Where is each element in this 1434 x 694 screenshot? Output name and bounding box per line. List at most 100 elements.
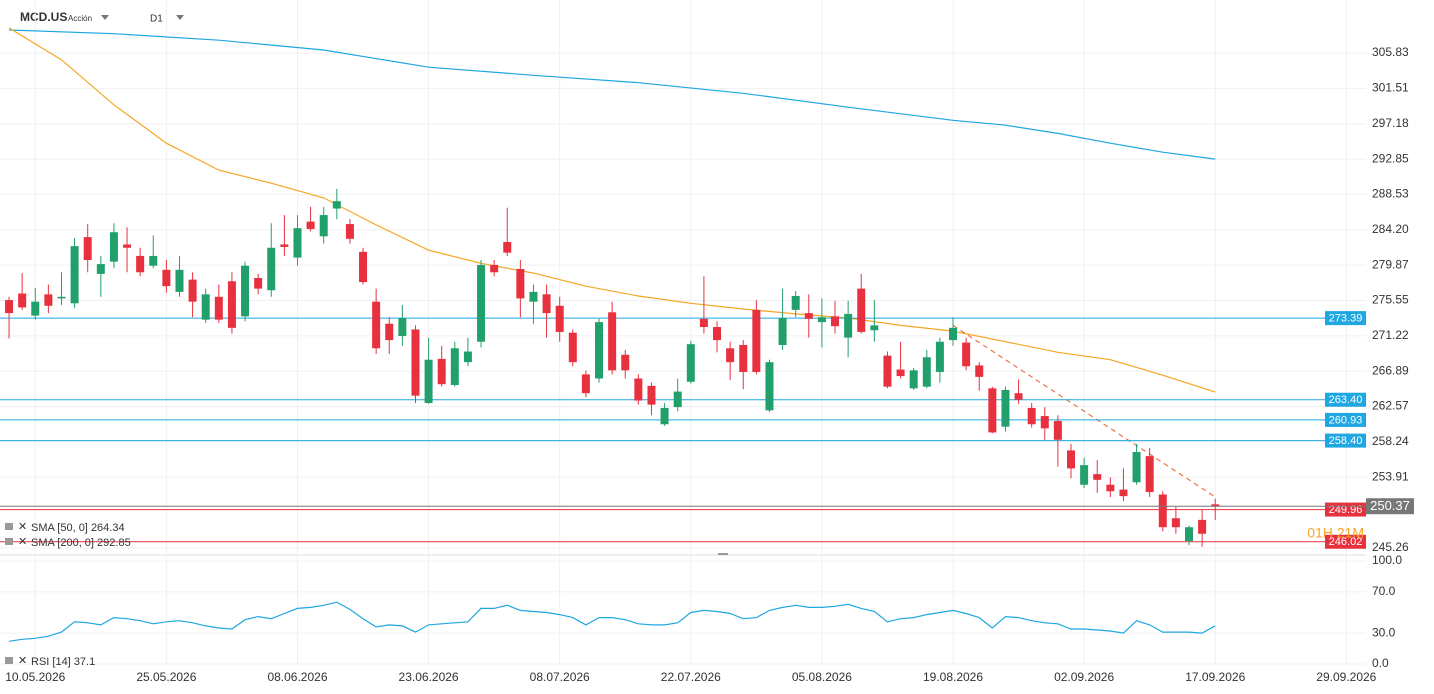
y-tick-label: 292.85 bbox=[1372, 151, 1409, 165]
y-tick-label: 253.91 bbox=[1372, 469, 1409, 483]
candle-body bbox=[385, 323, 394, 341]
legend-icon[interactable] bbox=[5, 538, 13, 545]
y-tick-label: 297.18 bbox=[1372, 116, 1409, 130]
x-tick-label: 05.08.2026 bbox=[792, 670, 852, 684]
candle-body bbox=[1001, 389, 1010, 427]
candle-body bbox=[175, 269, 184, 292]
candle-body bbox=[319, 215, 328, 237]
candle-body bbox=[5, 300, 14, 314]
legend-close[interactable]: ✕ bbox=[18, 655, 27, 667]
level-label: 246.02 bbox=[1329, 536, 1363, 548]
candle-body bbox=[1027, 407, 1036, 425]
y-tick-label: 266.89 bbox=[1372, 363, 1409, 377]
candle-body bbox=[896, 369, 905, 377]
x-tick-label: 22.07.2026 bbox=[661, 670, 721, 684]
candle-body bbox=[503, 242, 512, 253]
candle-body bbox=[1053, 420, 1062, 440]
candle-body bbox=[1171, 518, 1180, 528]
candle-body bbox=[1198, 519, 1207, 534]
candle-body bbox=[647, 385, 656, 405]
candle-body bbox=[909, 370, 918, 389]
level-label: 273.39 bbox=[1329, 313, 1363, 325]
candle-body bbox=[372, 301, 381, 349]
candle-body bbox=[1014, 393, 1023, 400]
last-price-label: 250.37 bbox=[1370, 498, 1410, 513]
candle-body bbox=[844, 313, 853, 338]
candle-body bbox=[1211, 504, 1220, 507]
candle-body bbox=[555, 305, 564, 332]
candle-body bbox=[935, 341, 944, 372]
y-tick-label: 262.57 bbox=[1372, 399, 1409, 413]
candle-body bbox=[83, 237, 92, 261]
countdown: 01H 21M bbox=[1307, 525, 1364, 541]
candle-body bbox=[1067, 450, 1076, 469]
candle-body bbox=[962, 342, 971, 367]
x-tick-label: 17.09.2026 bbox=[1185, 670, 1245, 684]
legend-icon[interactable] bbox=[5, 523, 13, 530]
candle-body bbox=[516, 269, 525, 299]
rsi-tick-label: 70.0 bbox=[1372, 584, 1396, 598]
y-tick-label: 301.51 bbox=[1372, 81, 1409, 95]
level-label: 260.93 bbox=[1329, 414, 1363, 426]
candle-body bbox=[883, 355, 892, 387]
candle-body bbox=[765, 362, 774, 411]
candle-body bbox=[804, 313, 813, 319]
legend-close[interactable]: ✕ bbox=[18, 521, 27, 533]
candle-body bbox=[949, 327, 958, 341]
x-tick-label: 23.06.2026 bbox=[399, 670, 459, 684]
y-tick-label: 271.22 bbox=[1372, 328, 1409, 342]
rsi-tick-label: 100.0 bbox=[1372, 553, 1402, 567]
symbol-dropdown[interactable] bbox=[101, 15, 109, 20]
candle-body bbox=[398, 318, 407, 337]
symbol[interactable]: MCD.US bbox=[20, 10, 67, 24]
candle-body bbox=[1132, 452, 1141, 483]
legend-icon[interactable] bbox=[5, 657, 13, 664]
candle-body bbox=[477, 264, 486, 342]
legend-sma200: SMA [200, 0] 292.85 bbox=[31, 537, 131, 549]
candle-body bbox=[752, 309, 761, 372]
candle-body bbox=[149, 255, 158, 266]
y-tick-label: 288.53 bbox=[1372, 187, 1409, 201]
level-tag bbox=[1325, 412, 1366, 427]
x-tick-label: 29.09.2026 bbox=[1316, 670, 1376, 684]
candle-body bbox=[70, 246, 79, 304]
candle-body bbox=[529, 291, 538, 302]
candle-body bbox=[424, 359, 433, 404]
candle-body bbox=[201, 294, 210, 320]
rsi-tick-label: 0.0 bbox=[1372, 656, 1389, 670]
candle-body bbox=[44, 294, 53, 306]
candle-body bbox=[581, 374, 590, 394]
candle-body bbox=[280, 244, 289, 247]
candle-body bbox=[306, 221, 315, 229]
x-tick-label: 10.05.2026 bbox=[5, 670, 65, 684]
candle-body bbox=[214, 296, 223, 320]
candle-body bbox=[831, 316, 840, 327]
candle-body bbox=[817, 317, 826, 323]
candle-body bbox=[18, 293, 27, 308]
candle-body bbox=[608, 312, 617, 371]
candle-body bbox=[595, 322, 604, 379]
y-tick-label: 305.83 bbox=[1372, 45, 1409, 59]
candle-body bbox=[988, 388, 997, 433]
timeframe-dropdown[interactable] bbox=[176, 15, 184, 20]
candle-body bbox=[437, 358, 446, 385]
candle-body bbox=[227, 281, 236, 328]
rsi-line bbox=[8, 601, 1216, 642]
candle-body bbox=[568, 332, 577, 363]
x-tick-label: 25.05.2026 bbox=[136, 670, 196, 684]
instrument-kind: Acción bbox=[68, 14, 92, 23]
x-tick-label: 02.09.2026 bbox=[1054, 670, 1114, 684]
candle-body bbox=[1080, 465, 1089, 485]
candle-body bbox=[332, 201, 341, 209]
candle-body bbox=[713, 327, 722, 341]
candle-body bbox=[359, 251, 368, 283]
candle-body bbox=[1040, 416, 1049, 429]
candle-body bbox=[254, 277, 263, 289]
legend-close[interactable]: ✕ bbox=[18, 536, 27, 548]
sma200-line bbox=[8, 29, 1216, 160]
candle-body bbox=[739, 344, 748, 372]
y-tick-label: 245.26 bbox=[1372, 540, 1409, 554]
candle-body bbox=[726, 348, 735, 363]
timeframe[interactable]: D1 bbox=[150, 14, 163, 25]
